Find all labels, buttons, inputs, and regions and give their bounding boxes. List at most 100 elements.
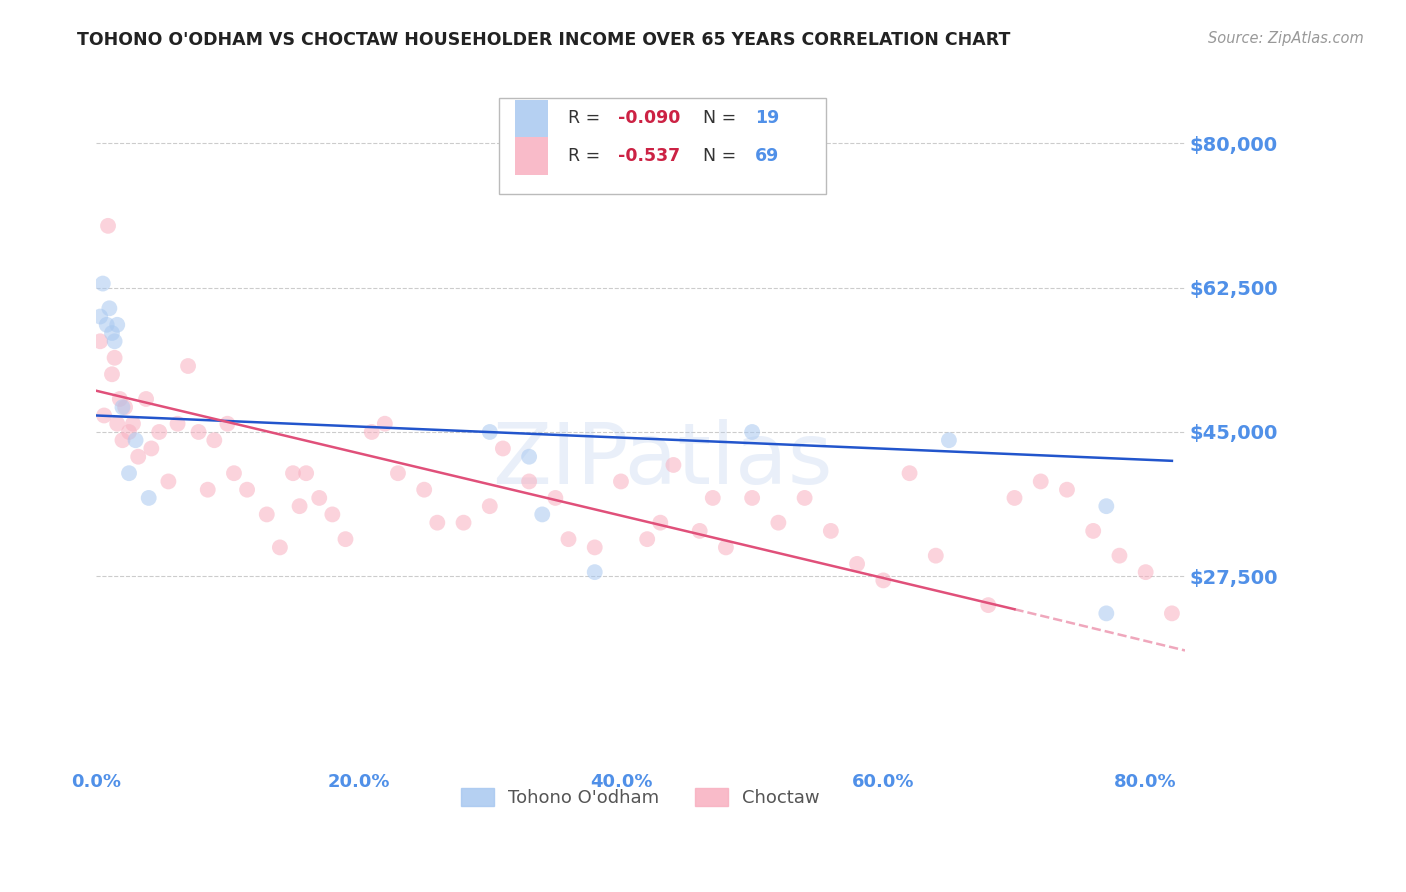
Point xyxy=(492,442,515,456)
Point xyxy=(938,434,960,448)
Point xyxy=(689,524,711,538)
Point xyxy=(105,417,128,431)
Point xyxy=(288,499,311,513)
FancyBboxPatch shape xyxy=(499,98,825,194)
Point xyxy=(702,491,724,505)
Point xyxy=(1029,475,1052,489)
Point xyxy=(636,532,658,546)
Point xyxy=(768,516,790,530)
Point xyxy=(138,491,160,505)
Point xyxy=(387,466,409,480)
Point xyxy=(118,466,141,480)
Legend: Tohono O'odham, Choctaw: Tohono O'odham, Choctaw xyxy=(454,780,827,814)
Point xyxy=(157,475,180,489)
Point xyxy=(101,368,124,382)
Text: 69: 69 xyxy=(755,147,779,165)
Point xyxy=(583,565,606,579)
Point xyxy=(141,442,163,456)
Text: R =: R = xyxy=(568,147,606,165)
Point xyxy=(741,491,763,505)
Point xyxy=(166,417,188,431)
Text: N =: N = xyxy=(692,110,741,128)
Point xyxy=(114,401,136,415)
Text: 19: 19 xyxy=(755,110,779,128)
Point xyxy=(236,483,259,497)
Point xyxy=(108,392,131,406)
Bar xyxy=(516,100,548,137)
Point xyxy=(1135,565,1157,579)
Point xyxy=(104,334,127,349)
Point xyxy=(517,475,540,489)
Point xyxy=(98,301,121,316)
Text: N =: N = xyxy=(692,147,741,165)
Text: ZIPatlas: ZIPatlas xyxy=(492,419,832,502)
Text: -0.537: -0.537 xyxy=(617,147,681,165)
Point xyxy=(105,318,128,332)
Point xyxy=(714,541,737,555)
Point xyxy=(898,466,921,480)
Point xyxy=(96,318,118,332)
Point xyxy=(135,392,157,406)
Point xyxy=(197,483,219,497)
Point xyxy=(148,425,170,439)
Point xyxy=(360,425,382,439)
Point xyxy=(925,549,948,563)
Point xyxy=(269,541,291,555)
Point xyxy=(124,434,146,448)
Point xyxy=(557,532,579,546)
Point xyxy=(122,417,145,431)
Point xyxy=(583,541,606,555)
Point xyxy=(118,425,141,439)
Point xyxy=(217,417,239,431)
Point xyxy=(187,425,209,439)
Point xyxy=(202,434,225,448)
Point xyxy=(741,425,763,439)
Point xyxy=(97,219,120,233)
Point xyxy=(1056,483,1078,497)
Point xyxy=(478,425,501,439)
Point xyxy=(793,491,815,505)
Point xyxy=(1004,491,1026,505)
Point xyxy=(321,508,343,522)
Text: Source: ZipAtlas.com: Source: ZipAtlas.com xyxy=(1208,31,1364,46)
Point xyxy=(89,334,111,349)
Point xyxy=(91,277,114,291)
Point xyxy=(281,466,304,480)
Point xyxy=(222,466,245,480)
Text: -0.090: -0.090 xyxy=(617,110,681,128)
Text: R =: R = xyxy=(568,110,606,128)
Point xyxy=(335,532,357,546)
Point xyxy=(104,351,127,365)
Point xyxy=(846,557,869,571)
Point xyxy=(256,508,278,522)
Point xyxy=(478,499,501,513)
Point xyxy=(111,434,134,448)
Point xyxy=(295,466,318,480)
Point xyxy=(1083,524,1105,538)
Point xyxy=(111,401,134,415)
Bar xyxy=(516,137,548,175)
Point xyxy=(610,475,633,489)
Point xyxy=(413,483,436,497)
Text: TOHONO O'ODHAM VS CHOCTAW HOUSEHOLDER INCOME OVER 65 YEARS CORRELATION CHART: TOHONO O'ODHAM VS CHOCTAW HOUSEHOLDER IN… xyxy=(77,31,1011,49)
Point xyxy=(374,417,396,431)
Point xyxy=(1161,607,1184,621)
Point xyxy=(453,516,475,530)
Point xyxy=(820,524,842,538)
Point xyxy=(1095,607,1118,621)
Point xyxy=(1108,549,1130,563)
Point xyxy=(650,516,672,530)
Point xyxy=(517,450,540,464)
Point xyxy=(544,491,567,505)
Point xyxy=(93,409,115,423)
Point xyxy=(177,359,200,373)
Point xyxy=(1095,499,1118,513)
Point xyxy=(872,574,894,588)
Point xyxy=(308,491,330,505)
Point xyxy=(127,450,149,464)
Point xyxy=(531,508,554,522)
Point xyxy=(977,598,1000,612)
Point xyxy=(426,516,449,530)
Point xyxy=(662,458,685,472)
Point xyxy=(89,310,111,324)
